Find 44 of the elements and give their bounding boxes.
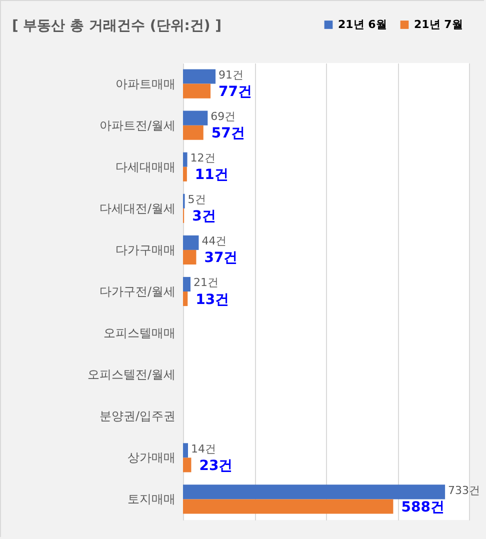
chart-title: [ 부동산 총 거래건수 (단위:건) ] [12,18,222,34]
y-tick-label: 분양권/입주권 [99,409,176,424]
bar [183,152,188,167]
bar [183,250,196,264]
data-label: 21건 [194,276,219,290]
data-label: 3건 [192,208,216,225]
legend-label: 21년 6월 [338,18,387,31]
data-label: 57건 [211,126,245,142]
y-tick-label: 토지매매 [128,492,176,506]
y-tick-label: 아파트전/월세 [99,118,176,132]
y-tick-label: 아파트매매 [116,76,176,91]
y-tick-label: 다가구전/월세 [99,284,176,298]
bar [183,69,216,84]
data-label: 91건 [218,68,244,82]
bar [183,235,199,250]
bar [183,443,188,458]
bar [183,458,192,472]
y-tick-label: 오피스텔매매 [104,326,176,340]
bar [183,166,187,182]
y-tick-label: 다세대매매 [116,160,176,174]
data-label: 5건 [188,193,206,206]
y-tick-label: 다가구매매 [116,242,176,257]
bar [183,292,188,306]
y-tick-label: 다세대전/월세 [99,201,176,216]
bar [183,84,211,98]
data-label: 69건 [210,110,236,124]
data-label: 13건 [196,292,230,308]
y-tick-label: 오피스텔전/월세 [87,368,176,382]
data-label: 37건 [204,250,238,266]
legend-label: 21년 7월 [414,18,463,31]
bar [183,276,191,292]
data-label: 588건 [401,500,444,516]
data-label: 14건 [191,442,216,456]
data-label: 23건 [199,458,233,474]
data-label: 12건 [190,152,216,165]
bar [183,125,204,140]
bar [183,484,446,500]
data-label: 77건 [218,84,252,100]
data-label: 11건 [194,167,228,184]
bar [183,110,208,126]
data-label: 733건 [448,484,480,497]
data-label: 44건 [202,234,227,248]
y-tick-label: 상가매매 [128,450,176,465]
bar [183,499,394,514]
